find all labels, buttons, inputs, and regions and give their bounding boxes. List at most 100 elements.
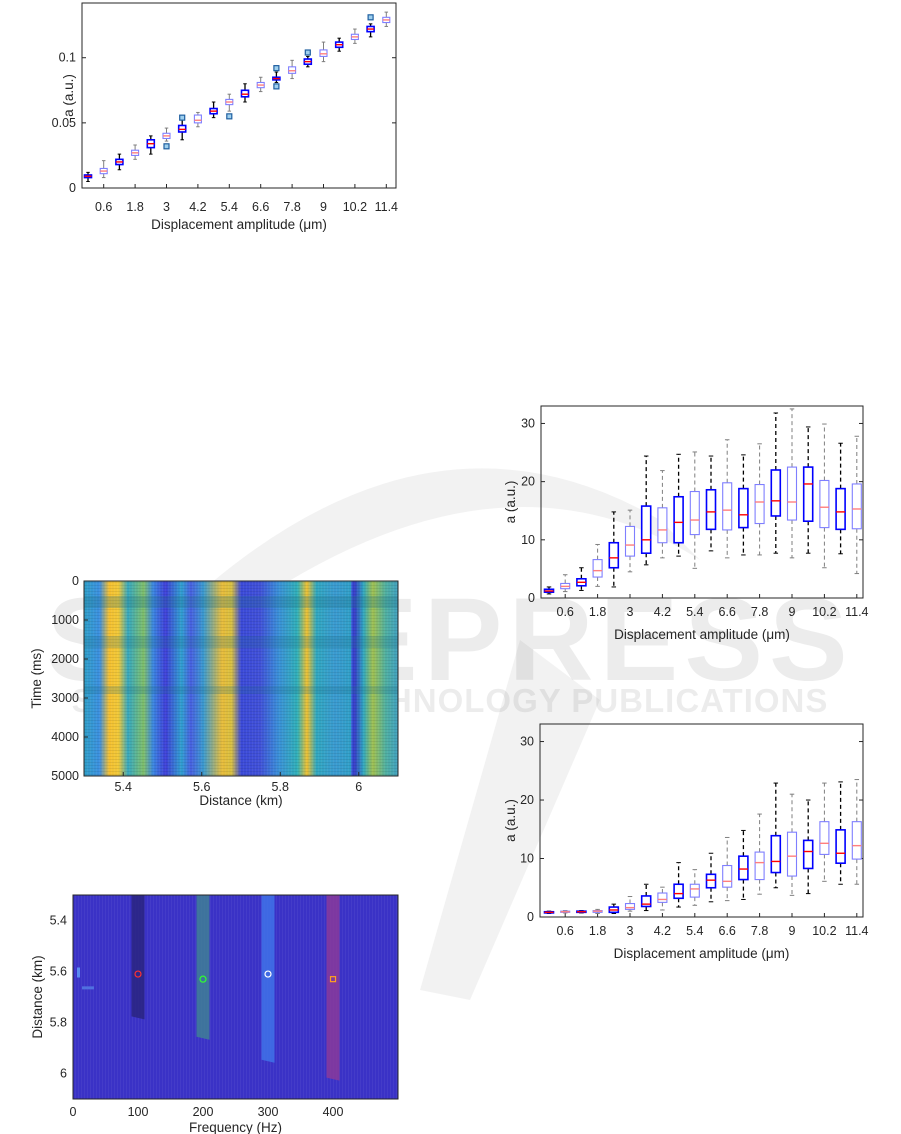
box-10.8 [366, 23, 375, 38]
box-iqr [608, 541, 620, 569]
x-tick-label: 5.4 [221, 200, 238, 214]
frequency-band-100 [131, 895, 145, 1020]
x-tick-label: 6 [355, 780, 362, 794]
box-4.8 [673, 862, 684, 908]
outlier-point [367, 14, 374, 21]
marker-circle [264, 970, 272, 978]
outlier-point [163, 143, 170, 150]
plot-frame [540, 405, 864, 599]
x-tick-label: 4.2 [189, 200, 206, 214]
x-tick-label: 6.6 [719, 924, 736, 938]
plot-frame [83, 580, 399, 777]
x-tick-label: 9 [320, 200, 327, 214]
y-tick-label: 30 [520, 735, 534, 749]
y-tick-label: 5000 [51, 769, 79, 783]
y-tick-label: 0 [69, 181, 76, 195]
box-iqr [851, 821, 862, 860]
box-11.4 [382, 11, 391, 27]
box-6.6 [256, 76, 265, 93]
y-tick-label: 0 [72, 574, 79, 588]
box-3.6 [640, 455, 652, 566]
box-iqr [193, 114, 202, 124]
box-10.8 [835, 442, 846, 555]
box-iqr [835, 829, 846, 864]
box-10.8 [835, 781, 846, 885]
box-6 [705, 455, 717, 552]
x-tick-label: 4.2 [654, 605, 671, 619]
box-iqr [722, 864, 733, 888]
box-9 [319, 41, 328, 63]
box-iqr [705, 873, 717, 889]
x-tick-label: 3 [627, 605, 634, 619]
x-axis-label: Displacement amplitude (μm) [614, 946, 790, 961]
x-tick-label: 1.8 [589, 605, 606, 619]
x-tick-label: 5.4 [686, 924, 703, 938]
x-tick-label: 11.4 [845, 924, 868, 938]
box-4.2 [657, 886, 668, 911]
y-axis-label: Time (ms) [29, 648, 44, 708]
box-7.2 [738, 829, 749, 900]
x-tick-label: 0.6 [557, 605, 574, 619]
x-tick-label: 5.4 [115, 780, 132, 794]
box-9 [786, 793, 798, 896]
x-axis-label: Displacement amplitude (μm) [614, 627, 790, 642]
box-6 [240, 83, 250, 103]
box-iqr [673, 883, 684, 900]
plot-frame [72, 894, 399, 1100]
plot-frame [81, 2, 397, 189]
box-iqr [835, 487, 846, 531]
chart-boxplot-a-small: 0 0.05 0.1 0.6 1.8 3 4.2 5.4 6.6 7.8 9 10.2 11.4 Disp… [52, 2, 398, 232]
x-tick-label: 200 [193, 1105, 214, 1119]
heatmap-band [84, 686, 398, 694]
y-tick-label: 4000 [51, 730, 79, 744]
box-iqr [705, 488, 717, 531]
y-tick-label: 10 [520, 852, 534, 866]
y-tick-label: 1000 [51, 613, 79, 627]
plot-frame [539, 723, 864, 918]
box-6 [705, 852, 717, 903]
box-9 [786, 408, 798, 559]
y-axis-label: a (a.u.) [503, 799, 518, 842]
marker-square [329, 976, 337, 983]
y-tick-label: 0 [527, 910, 534, 924]
heatmap-band [84, 596, 398, 608]
box-iqr [802, 839, 814, 870]
box-7.8 [754, 443, 765, 556]
chart-heatmap-time-distance: 5.4 5.6 5.8 6 0 1000 2000 3000 4000 5000 Distance … [29, 574, 399, 808]
x-tick-label: 9 [789, 605, 796, 619]
x-tick-label: 6.6 [719, 605, 736, 619]
x-tick-label: 10.2 [812, 924, 836, 938]
x-tick-label: 3 [163, 200, 170, 214]
x-tick-label: 11.4 [375, 200, 398, 214]
box-0.6 [560, 574, 571, 593]
x-axis-label: Frequency (Hz) [189, 1120, 282, 1134]
box-1.2 [576, 910, 587, 914]
box-8.4 [770, 412, 782, 554]
y-tick-label: 5.4 [50, 914, 67, 928]
box-iqr [624, 902, 636, 910]
x-tick-label: 300 [258, 1105, 279, 1119]
y-tick-label: 2000 [51, 652, 79, 666]
box-iqr [624, 525, 636, 557]
box-8.4 [770, 782, 782, 889]
box-iqr [592, 559, 603, 578]
box-iqr [689, 490, 700, 536]
box-iqr [722, 482, 733, 531]
box-1.8 [131, 144, 140, 160]
box-4.8 [673, 453, 684, 557]
box-7.8 [288, 59, 297, 80]
box-2.4 [146, 135, 156, 155]
x-tick-label: 6.6 [252, 200, 269, 214]
box-3.6 [177, 118, 187, 141]
box-7.2 [738, 454, 749, 556]
x-tick-label: 7.8 [751, 605, 768, 619]
x-tick-label: 7.8 [283, 200, 300, 214]
y-tick-label: 20 [520, 793, 534, 807]
box-iqr [754, 851, 765, 881]
box-iqr [802, 466, 814, 523]
box-3 [624, 896, 636, 912]
box-7.2 [272, 71, 281, 83]
y-tick-label: 20 [521, 475, 535, 489]
x-tick-label: 5.8 [272, 780, 289, 794]
x-tick-label: 0.6 [557, 924, 574, 938]
